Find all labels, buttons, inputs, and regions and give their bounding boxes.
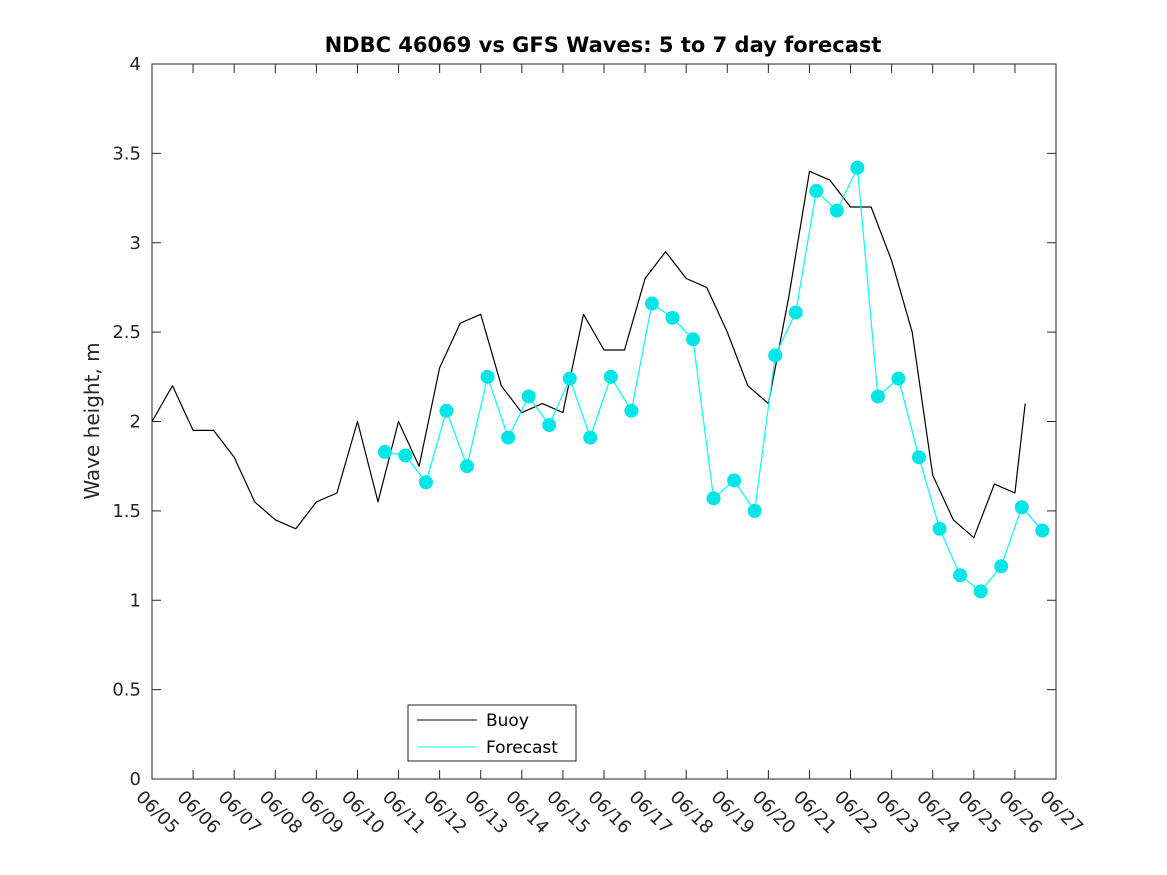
forecast-point — [768, 348, 783, 363]
x-tick-label: 06/14 — [501, 787, 553, 839]
y-tick-label: 3 — [130, 233, 141, 254]
forecast-point — [603, 369, 618, 384]
x-tick-label: 06/13 — [460, 787, 512, 839]
x-tick-label: 06/20 — [748, 787, 800, 839]
x-tick-label: 06/21 — [789, 787, 841, 839]
forecast-point — [377, 444, 392, 459]
legend: Buoy Forecast — [407, 704, 577, 762]
x-tick-label: 06/07 — [214, 787, 266, 839]
forecast-point — [953, 568, 968, 583]
x-tick-label: 06/10 — [337, 787, 389, 839]
x-tick-label: 06/08 — [255, 787, 307, 839]
forecast-point — [542, 418, 557, 433]
forecast-point — [747, 503, 762, 518]
forecast-point — [665, 310, 680, 325]
forecast-point — [686, 332, 701, 347]
x-tick-label: 06/06 — [173, 787, 225, 839]
forecast-point — [460, 459, 475, 474]
y-tick-label: 2.5 — [112, 322, 141, 343]
x-tick-label: 06/17 — [625, 787, 677, 839]
forecast-point — [788, 305, 803, 320]
forecast-point — [418, 475, 433, 490]
forecast-point — [912, 450, 927, 465]
forecast-point — [624, 403, 639, 418]
x-tick-label: 06/22 — [830, 787, 882, 839]
y-tick-label: 1 — [130, 590, 141, 611]
y-tick-label: 2 — [130, 412, 141, 433]
forecast-point — [809, 183, 824, 198]
x-tick-label: 06/25 — [953, 787, 1005, 839]
legend-forecast-label: Forecast — [486, 738, 558, 758]
x-tick-label: 06/27 — [1035, 787, 1087, 839]
plot-area — [151, 160, 1050, 599]
y-tick-label: 1.5 — [112, 501, 141, 522]
forecast-point — [644, 296, 659, 311]
forecast-point — [583, 430, 598, 445]
forecast-point — [562, 371, 577, 386]
axes: 00.511.522.533.5406/0506/0606/0706/0806/… — [112, 54, 1087, 838]
y-tick-label: 3.5 — [112, 143, 141, 164]
forecast-point — [521, 389, 536, 404]
forecast-point — [1014, 500, 1029, 515]
y-tick-label: 0.5 — [112, 680, 141, 701]
x-tick-label: 06/09 — [296, 787, 348, 839]
x-tick-label: 06/16 — [583, 787, 635, 839]
legend-box — [407, 704, 577, 762]
x-tick-label: 06/15 — [542, 787, 594, 839]
forecast-point — [829, 203, 844, 218]
chart-title: NDBC 46069 vs GFS Waves: 5 to 7 day fore… — [325, 33, 882, 57]
x-tick-label: 06/18 — [666, 787, 718, 839]
forecast-point — [480, 369, 495, 384]
forecast-point — [891, 371, 906, 386]
forecast-point — [439, 403, 454, 418]
forecast-point — [1035, 523, 1050, 538]
forecast-point — [398, 448, 413, 463]
forecast-point — [850, 160, 865, 175]
buoy-line — [151, 170, 1026, 539]
y-axis-label: Wave height, m — [80, 342, 104, 499]
y-tick-label: 4 — [130, 54, 141, 75]
forecast-point — [706, 491, 721, 506]
x-tick-label: 06/26 — [994, 787, 1046, 839]
x-tick-label: 06/23 — [871, 787, 923, 839]
x-tick-label: 06/24 — [912, 787, 964, 839]
forecast-point — [501, 430, 516, 445]
forecast-point — [870, 389, 885, 404]
y-tick-label: 0 — [130, 769, 141, 790]
x-tick-label: 06/19 — [707, 787, 759, 839]
forecast-point — [994, 559, 1009, 574]
x-tick-label: 06/05 — [131, 787, 183, 839]
x-tick-label: 06/11 — [378, 787, 430, 839]
x-tick-label: 06/12 — [419, 787, 471, 839]
forecast-point — [727, 473, 742, 488]
forecast-point — [973, 584, 988, 599]
axes-box — [151, 63, 1057, 780]
legend-buoy-label: Buoy — [486, 711, 529, 731]
forecast-point — [932, 521, 947, 536]
